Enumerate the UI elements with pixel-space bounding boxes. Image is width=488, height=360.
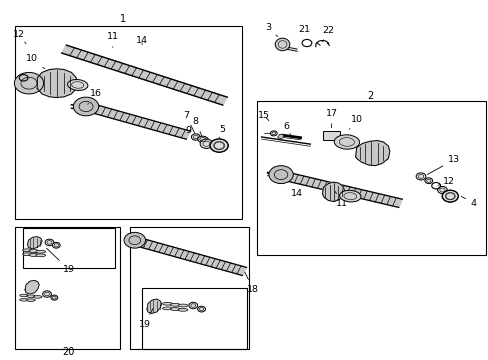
Polygon shape [37,69,76,98]
Ellipse shape [36,254,45,257]
Text: 2: 2 [366,91,373,101]
Circle shape [51,295,58,300]
Circle shape [424,178,432,184]
Ellipse shape [197,136,208,143]
Ellipse shape [67,80,88,90]
Text: 3: 3 [264,23,277,36]
Ellipse shape [26,299,35,301]
Circle shape [210,139,227,152]
Text: 11: 11 [106,32,119,47]
Circle shape [45,239,54,246]
Text: 11: 11 [334,192,347,208]
Ellipse shape [22,249,32,252]
Circle shape [197,306,205,312]
Ellipse shape [33,296,42,298]
Circle shape [188,302,197,309]
Text: 21: 21 [298,25,310,40]
Polygon shape [355,140,389,166]
Bar [142,288,246,348]
Polygon shape [322,182,344,202]
Ellipse shape [29,253,39,256]
Polygon shape [25,280,39,294]
Ellipse shape [275,38,289,51]
Polygon shape [84,103,190,139]
Circle shape [415,173,425,180]
Ellipse shape [20,298,28,301]
Circle shape [200,139,212,148]
Ellipse shape [178,309,187,311]
Ellipse shape [162,302,172,305]
Ellipse shape [339,190,360,202]
Ellipse shape [178,304,187,307]
Bar [15,26,242,220]
Bar [322,131,339,140]
Ellipse shape [29,249,39,252]
Text: 15: 15 [258,111,269,121]
Text: 9: 9 [185,126,204,141]
Text: 6: 6 [283,122,290,135]
Ellipse shape [20,294,28,297]
Text: 1: 1 [119,14,125,24]
Ellipse shape [170,308,180,311]
Polygon shape [61,45,227,105]
Circle shape [124,232,145,248]
Text: 17: 17 [325,109,338,128]
Text: 4: 4 [461,197,476,208]
Text: 5: 5 [219,125,225,138]
Text: 14: 14 [290,184,302,198]
Circle shape [442,190,457,202]
Bar [15,226,120,348]
Ellipse shape [170,303,180,306]
Text: 16: 16 [87,89,102,104]
Polygon shape [147,299,161,314]
Circle shape [52,242,60,248]
Ellipse shape [26,295,35,297]
Ellipse shape [36,250,45,253]
Circle shape [437,186,447,194]
Text: 7: 7 [183,111,194,133]
Text: 20: 20 [61,347,74,357]
Text: 22: 22 [322,26,334,42]
Text: 19: 19 [138,309,153,329]
Polygon shape [27,237,42,249]
Bar [22,228,115,268]
Ellipse shape [334,135,359,149]
Ellipse shape [22,253,32,256]
Bar [130,226,249,348]
Text: 13: 13 [427,156,459,174]
Text: 14: 14 [136,36,148,45]
Polygon shape [277,134,283,139]
Polygon shape [276,171,402,207]
Text: 19: 19 [46,248,75,274]
Text: 8: 8 [192,117,202,136]
Text: 10: 10 [349,114,362,129]
Ellipse shape [162,307,172,310]
Polygon shape [132,237,246,275]
Circle shape [42,291,51,297]
Circle shape [73,97,99,116]
Circle shape [14,72,43,94]
Bar [256,101,485,255]
Circle shape [268,166,293,184]
Circle shape [191,134,200,140]
Text: 12: 12 [13,30,26,44]
Text: 10: 10 [26,54,44,69]
Circle shape [270,131,277,136]
Text: 18: 18 [244,272,259,294]
Text: 12: 12 [437,176,454,185]
